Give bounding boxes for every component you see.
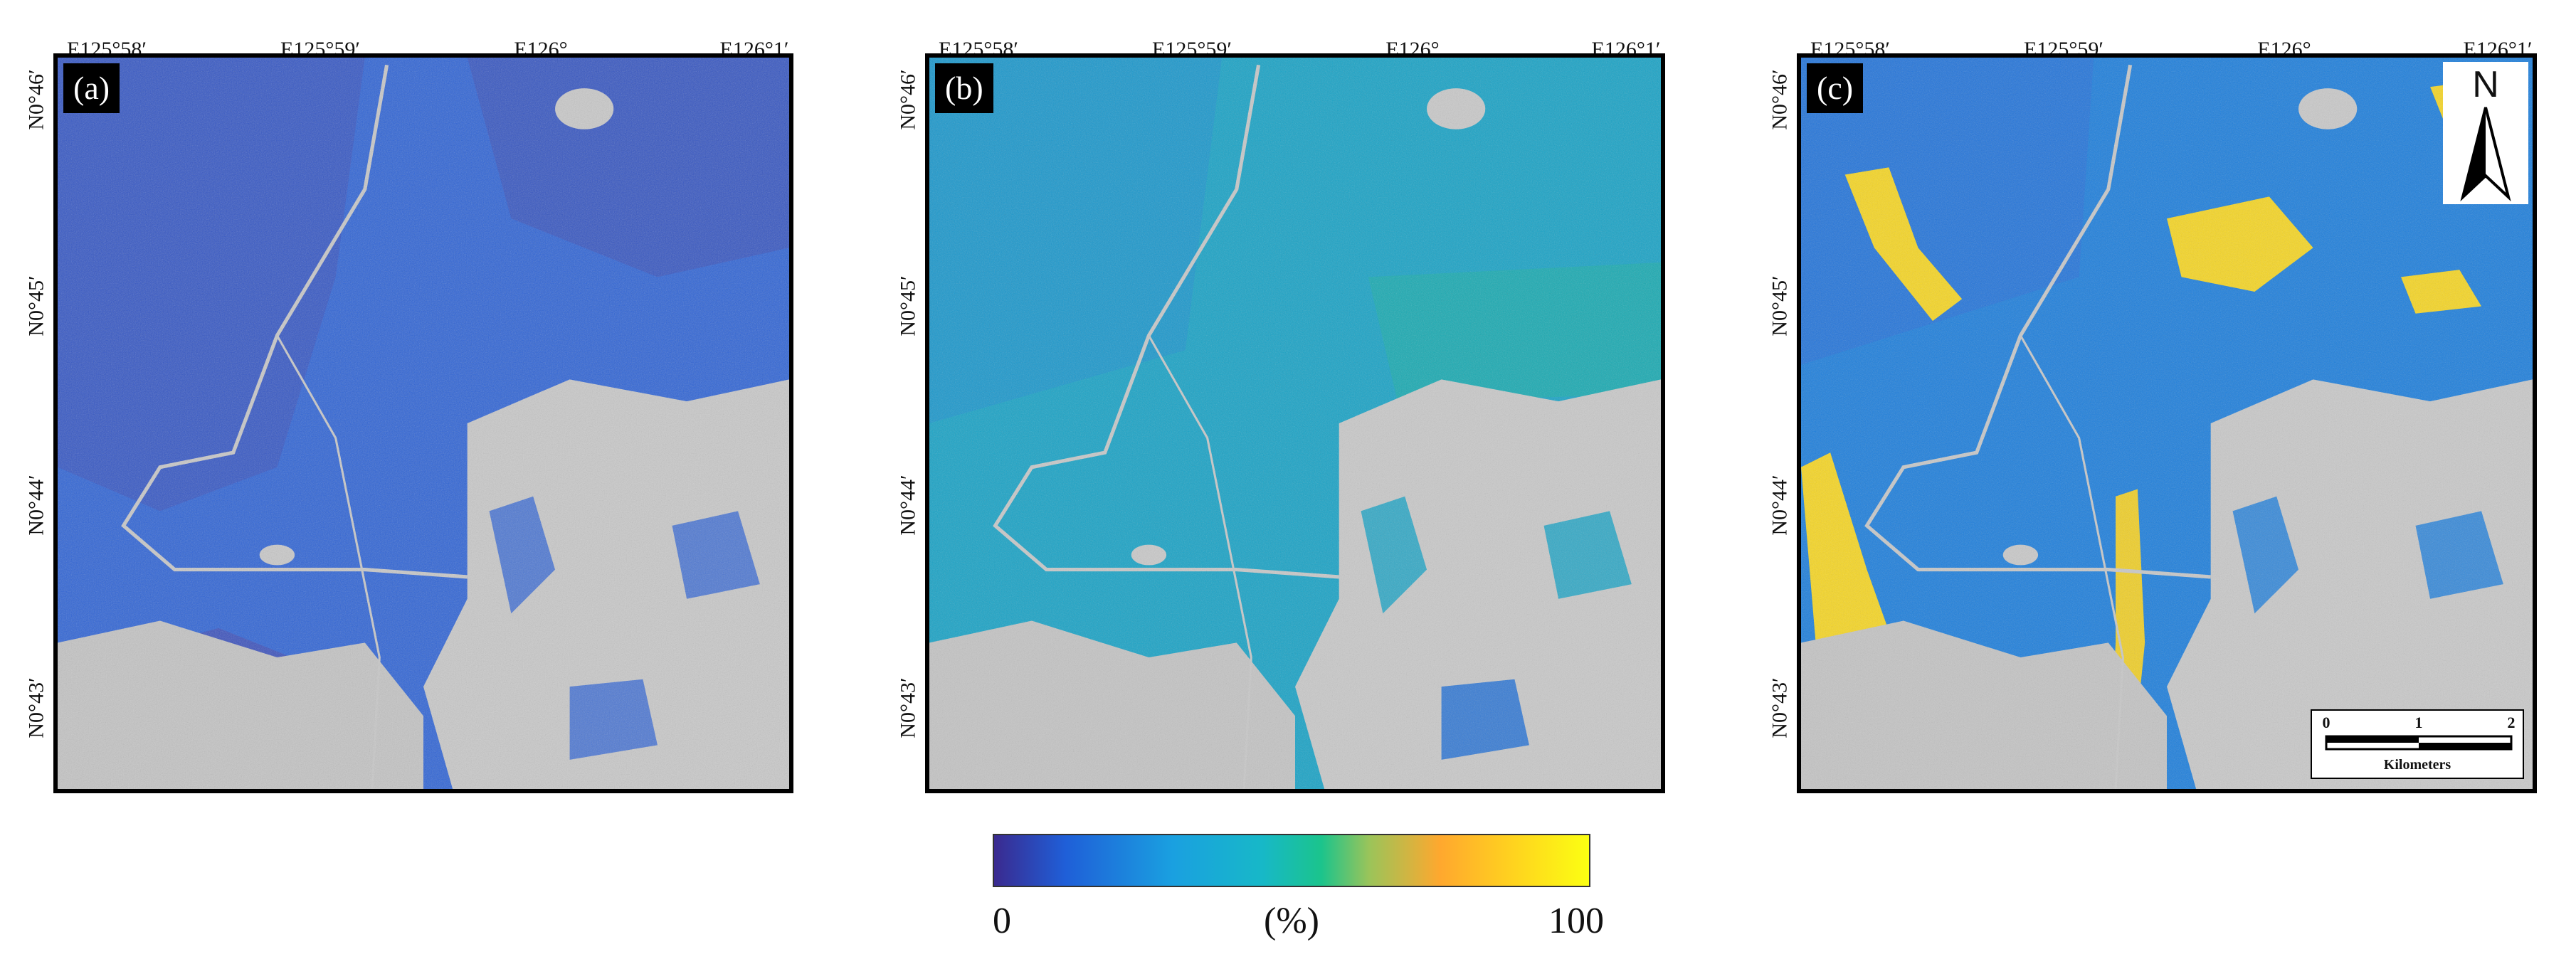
latitude-label: N0°43′ <box>896 677 920 738</box>
map-raster-c <box>1801 58 2533 789</box>
scale-tick: 2 <box>2507 714 2516 731</box>
scale-tick: 0 <box>2322 714 2330 731</box>
colorbar-gradient <box>993 834 1590 887</box>
map-panel-b: E125°58′ E125°59′ E126° E126°1′ N0°46′ N… <box>886 36 1690 804</box>
legend-max: 100 <box>1548 901 1604 941</box>
map-raster-a <box>58 58 789 789</box>
legend-min: 0 <box>993 901 1011 941</box>
latitude-label: N0°46′ <box>1768 69 1792 130</box>
latitude-label: N0°44′ <box>1768 475 1792 536</box>
north-arrow-icon <box>2460 107 2511 202</box>
latitude-label: N0°45′ <box>1768 275 1792 337</box>
latitude-label: N0°46′ <box>896 69 920 130</box>
latitude-label: N0°44′ <box>896 475 920 536</box>
map-frame: (c) N 0 1 2 Kilometers <box>1797 53 2537 793</box>
north-letter: N <box>2472 64 2499 105</box>
latitude-label: N0°43′ <box>1768 677 1792 738</box>
map-panel-a: E125°58′ E125°59′ E126° E126°1′ N0°46′ N… <box>14 36 818 804</box>
scale-bar: 0 1 2 Kilometers <box>2311 709 2524 779</box>
north-arrow: N <box>2443 62 2528 204</box>
latitude-label: N0°45′ <box>24 275 48 337</box>
scale-bar-graphic <box>2325 735 2513 751</box>
latitude-label: N0°45′ <box>896 275 920 337</box>
latitude-label: N0°46′ <box>24 69 48 130</box>
latitude-label: N0°44′ <box>24 475 48 536</box>
map-frame: (b) <box>925 53 1665 793</box>
map-frame: (a) <box>53 53 793 793</box>
colorbar-legend <box>993 834 1590 887</box>
scale-unit: Kilometers <box>2383 757 2451 773</box>
scale-tick: 1 <box>2414 714 2423 731</box>
legend-unit: (%) <box>1264 901 1319 941</box>
panel-label: (c) <box>1807 63 1864 113</box>
panel-label: (a) <box>63 63 120 113</box>
map-raster-b <box>929 58 1661 789</box>
panel-label: (b) <box>935 63 993 113</box>
latitude-label: N0°43′ <box>24 677 48 738</box>
map-panel-c: E125°58′ E125°59′ E126° E126°1′ N0°46′ N… <box>1758 36 2562 804</box>
